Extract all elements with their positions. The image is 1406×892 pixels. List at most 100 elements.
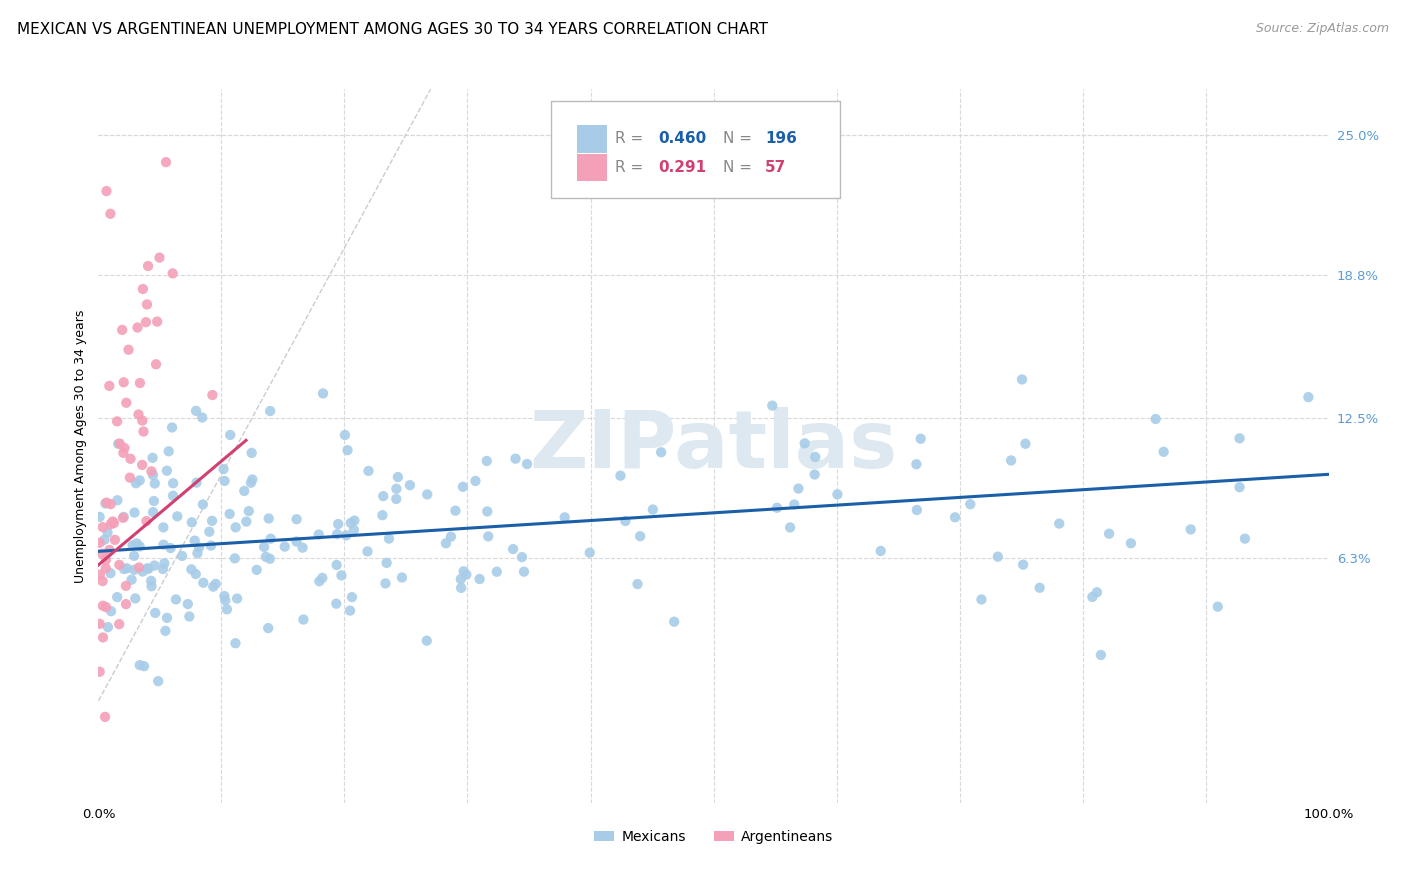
Argentineans: [96, 184, 118, 198]
Mexicans: [254, 549, 277, 564]
Argentineans: [89, 567, 111, 582]
Mexicans: [156, 464, 179, 478]
Mexicans: [177, 597, 200, 611]
Argentineans: [96, 495, 118, 509]
Mexicans: [180, 516, 202, 530]
Mexicans: [1233, 532, 1256, 546]
Mexicans: [464, 474, 486, 488]
Mexicans: [1098, 526, 1121, 541]
Mexicans: [166, 509, 188, 524]
Mexicans: [143, 606, 166, 620]
Mexicans: [450, 581, 472, 595]
Argentineans: [114, 441, 136, 455]
Argentineans: [89, 665, 111, 679]
Argentineans: [98, 379, 121, 393]
Mexicans: [787, 482, 810, 496]
Argentineans: [135, 514, 157, 528]
Mexicans: [143, 558, 166, 573]
Mexicans: [510, 550, 533, 565]
Argentineans: [112, 446, 135, 460]
Mexicans: [416, 633, 439, 648]
Mexicans: [201, 514, 224, 528]
Mexicans: [152, 520, 174, 534]
Text: 57: 57: [765, 160, 786, 175]
Mexicans: [235, 515, 257, 529]
Mexicans: [1028, 581, 1050, 595]
Mexicans: [970, 592, 993, 607]
Mexicans: [170, 549, 193, 563]
Mexicans: [1229, 480, 1251, 494]
Mexicans: [827, 487, 849, 501]
Mexicans: [905, 457, 928, 471]
Argentineans: [115, 579, 138, 593]
Text: Source: ZipAtlas.com: Source: ZipAtlas.com: [1256, 22, 1389, 36]
Argentineans: [128, 560, 150, 574]
Mexicans: [641, 502, 664, 516]
Argentineans: [100, 517, 122, 532]
Argentineans: [100, 207, 122, 221]
Mexicans: [105, 590, 128, 604]
Mexicans: [152, 538, 174, 552]
Mexicans: [156, 611, 179, 625]
Mexicans: [136, 561, 159, 575]
Mexicans: [214, 589, 236, 603]
Argentineans: [94, 710, 117, 724]
Argentineans: [141, 464, 163, 478]
Argentineans: [135, 315, 157, 329]
Mexicans: [650, 445, 672, 459]
Mexicans: [475, 454, 498, 468]
Text: N =: N =: [723, 160, 758, 175]
Mexicans: [148, 674, 170, 689]
Argentineans: [117, 343, 139, 357]
Mexicans: [115, 561, 138, 575]
Mexicans: [224, 551, 246, 566]
Mexicans: [141, 574, 163, 588]
Argentineans: [108, 558, 131, 572]
Mexicans: [184, 567, 207, 582]
Argentineans: [94, 600, 117, 615]
Text: 0.460: 0.460: [658, 131, 706, 146]
Mexicans: [468, 572, 491, 586]
Mexicans: [385, 491, 408, 506]
Mexicans: [259, 551, 281, 566]
Argentineans: [101, 515, 124, 529]
Mexicans: [803, 467, 825, 482]
Mexicans: [214, 593, 236, 607]
Mexicans: [505, 451, 527, 466]
Mexicans: [253, 540, 276, 554]
Mexicans: [456, 567, 478, 582]
Argentineans: [108, 436, 131, 450]
FancyBboxPatch shape: [551, 102, 841, 198]
Argentineans: [132, 282, 155, 296]
Mexicans: [179, 609, 201, 624]
Mexicans: [143, 476, 166, 491]
Mexicans: [94, 496, 117, 510]
Mexicans: [125, 536, 148, 550]
Mexicans: [142, 505, 165, 519]
Mexicans: [513, 565, 536, 579]
Argentineans: [146, 315, 169, 329]
Mexicans: [219, 428, 242, 442]
Mexicans: [614, 514, 637, 528]
Mexicans: [246, 563, 269, 577]
Argentineans: [89, 616, 111, 631]
Mexicans: [138, 562, 160, 576]
Mexicans: [107, 493, 129, 508]
Mexicans: [240, 473, 263, 487]
Mexicans: [107, 437, 129, 451]
Mexicans: [416, 487, 439, 501]
Mexicans: [155, 624, 177, 638]
Text: R =: R =: [616, 160, 648, 175]
Argentineans: [103, 516, 125, 530]
Mexicans: [1144, 412, 1167, 426]
Mexicans: [793, 436, 815, 450]
Mexicans: [356, 544, 378, 558]
Mexicans: [387, 470, 409, 484]
Mexicans: [325, 597, 347, 611]
Mexicans: [202, 580, 225, 594]
Mexicans: [142, 494, 165, 508]
Mexicans: [112, 510, 135, 524]
Mexicans: [326, 527, 349, 541]
Text: 0.291: 0.291: [658, 160, 706, 175]
Argentineans: [127, 320, 149, 334]
